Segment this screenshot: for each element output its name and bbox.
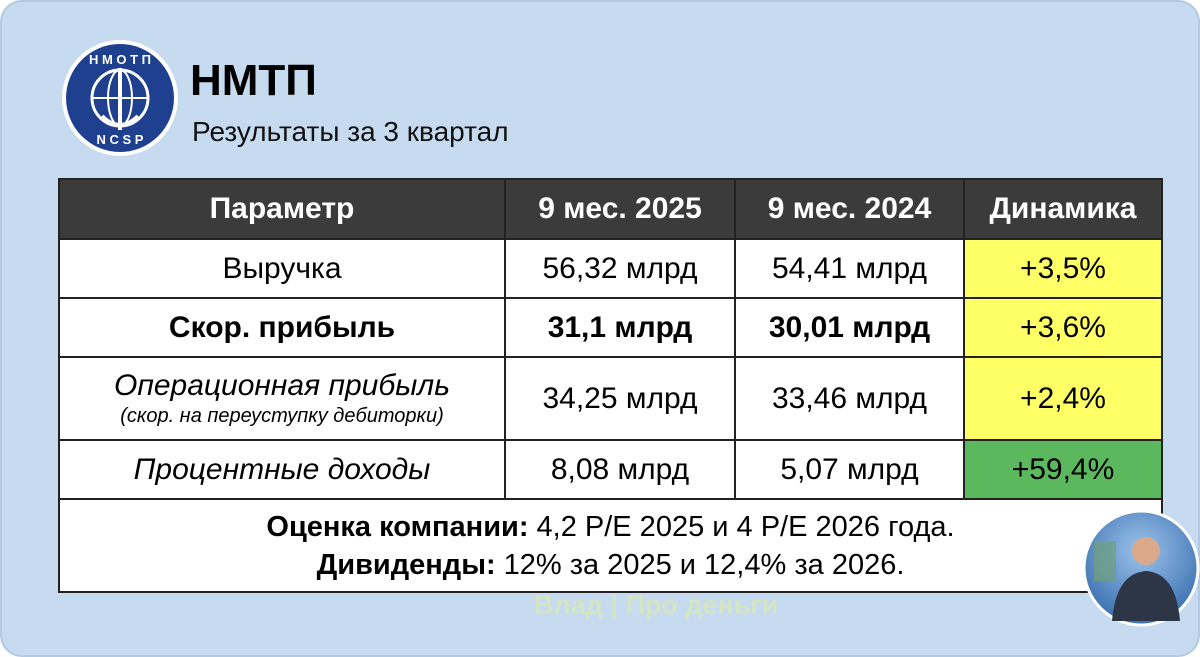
footer-line: Дивиденды: 12% за 2025 и 12,4% за 2026. bbox=[60, 546, 1161, 584]
cell: Процентные доходы bbox=[58, 439, 506, 500]
header-cell: Параметр bbox=[58, 178, 506, 240]
cell: 31,1 млрд bbox=[504, 297, 736, 358]
cell: +59,4% bbox=[963, 439, 1163, 500]
footer-label: Оценка компании: bbox=[266, 510, 529, 543]
cell: 34,25 млрд bbox=[504, 356, 736, 441]
cell: 5,07 млрд bbox=[734, 439, 965, 500]
header-cell: 9 мес. 2024 bbox=[734, 178, 965, 240]
cell: Скор. прибыль bbox=[58, 297, 506, 358]
header-cell: 9 мес. 2025 bbox=[504, 178, 736, 240]
cell: 30,01 млрд bbox=[734, 297, 965, 358]
cell: 56,32 млрд bbox=[504, 238, 736, 299]
footer-cell: Оценка компании: 4,2 P/E 2025 и 4 P/E 202… bbox=[58, 498, 1163, 593]
logo-top: Н М О Т П bbox=[89, 52, 151, 67]
cell: 54,41 млрд bbox=[734, 238, 965, 299]
cell: 8,08 млрд bbox=[504, 439, 736, 500]
header-row: Параметр 9 мес. 2025 9 мес. 2024 Динамик… bbox=[58, 178, 1163, 240]
cell: Выручка bbox=[58, 238, 506, 299]
header-cell: Динамика bbox=[963, 178, 1163, 240]
title: НМТП bbox=[190, 56, 317, 105]
cell: Операционная прибыль (скор. на переуступк… bbox=[58, 356, 506, 441]
row: Скор. прибыль 31,1 млрд 30,01 млрд +3,6% bbox=[58, 297, 1163, 358]
avatar bbox=[1082, 509, 1200, 627]
cell: 33,46 млрд bbox=[734, 356, 965, 441]
results-table: Параметр 9 мес. 2025 9 мес. 2024 Динамик… bbox=[58, 178, 1163, 593]
footer-line: Оценка компании: 4,2 P/E 2025 и 4 P/E 202… bbox=[60, 508, 1161, 546]
subtitle: Результаты за 3 квартал bbox=[192, 116, 509, 147]
footer-text: 4,2 P/E 2025 и 4 P/E 2026 года. bbox=[536, 510, 955, 543]
logo: Н М О Т П N C S P bbox=[62, 40, 178, 156]
footer-label: Дивиденды: bbox=[316, 548, 496, 581]
row: Выручка 56,32 млрд 54,41 млрд +3,5% bbox=[58, 238, 1163, 299]
cell: +3,6% bbox=[963, 297, 1163, 358]
watermark: Влад | Про деньги bbox=[534, 590, 779, 620]
row: Процентные доходы 8,08 млрд 5,07 млрд +5… bbox=[58, 439, 1163, 500]
row: Операционная прибыль (скор. на переуступк… bbox=[58, 356, 1163, 441]
cell: +2,4% bbox=[963, 356, 1163, 441]
footer-row: Оценка компании: 4,2 P/E 2025 и 4 P/E 202… bbox=[58, 498, 1163, 593]
cell: +3,5% bbox=[963, 238, 1163, 299]
logo-bottom: N C S P bbox=[97, 132, 144, 147]
cell-text: Операционная прибыль bbox=[113, 369, 450, 402]
footer-text: 12% за 2025 и 12,4% за 2026. bbox=[503, 548, 905, 581]
cell-note: (скор. на переуступку дебиторки) bbox=[120, 405, 444, 427]
